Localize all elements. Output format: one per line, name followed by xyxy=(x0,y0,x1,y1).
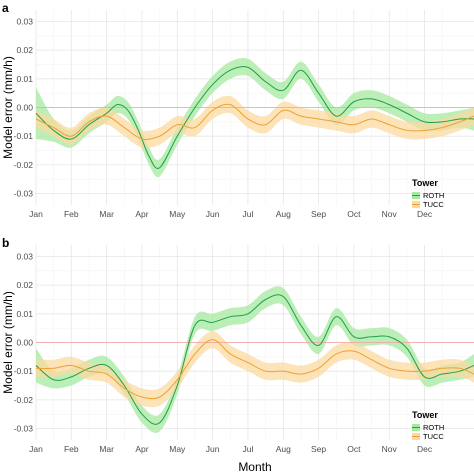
x-tick-label: May xyxy=(169,444,186,454)
y-axis-label: Model error (mm/h) xyxy=(1,56,15,159)
x-tick-label: Aug xyxy=(276,209,291,219)
legend-label-tucc: TUCC xyxy=(423,432,444,441)
x-tick-label: Jul xyxy=(242,444,253,454)
confidence-band-tucc xyxy=(36,95,474,149)
confidence-band-roth xyxy=(36,286,474,433)
y-tick-label: 0.01 xyxy=(16,309,33,319)
x-tick-label: Sep xyxy=(311,444,326,454)
x-tick-label: Aug xyxy=(276,444,291,454)
y-tick-label: 0.03 xyxy=(16,16,33,26)
confidence-band-tucc xyxy=(36,331,474,408)
series-line-tucc xyxy=(35,103,474,141)
legend-label-roth: ROTH xyxy=(423,191,444,200)
x-tick-label: Mar xyxy=(99,444,114,454)
x-tick-label: Jul xyxy=(242,209,253,219)
y-tick-label: -0.02 xyxy=(14,395,34,405)
series-line-roth xyxy=(35,66,474,169)
x-tick-label: Feb xyxy=(64,209,79,219)
x-tick-label: Jun xyxy=(206,444,220,454)
x-tick-label: Feb xyxy=(64,444,79,454)
x-axis-label: Month xyxy=(238,460,271,474)
x-tick-label: Nov xyxy=(382,444,398,454)
x-tick-label: Dec xyxy=(417,209,433,219)
panel-a: -0.03 -0.02 -0.01 0.00 0.01 0.02 0.03 Jan Feb Mar… xyxy=(1,1,474,219)
y-axis-label: Model error (mm/h) xyxy=(1,291,15,394)
y-tick-label: 0.02 xyxy=(16,280,33,290)
x-tick-label: Nov xyxy=(382,209,398,219)
x-tick-label: Apr xyxy=(135,209,148,219)
legend-title: Tower xyxy=(412,410,438,420)
y-tick-label: -0.01 xyxy=(14,366,34,376)
y-tick-label: 0.00 xyxy=(16,338,33,348)
x-tick-label: May xyxy=(169,209,186,219)
y-tick-label: 0.01 xyxy=(16,74,33,84)
panel-label: a xyxy=(2,1,9,15)
y-tick-label: -0.03 xyxy=(14,189,34,199)
y-tick-label: -0.02 xyxy=(14,160,34,170)
x-tick-label: Dec xyxy=(417,444,433,454)
legend-label-roth: ROTH xyxy=(423,423,444,432)
panel-label: b xyxy=(2,236,9,250)
x-tick-label: Jun xyxy=(206,209,220,219)
legend-label-tucc: TUCC xyxy=(423,200,444,209)
x-tick-label: Sep xyxy=(311,209,326,219)
y-tick-label: 0.03 xyxy=(16,251,33,261)
series-line-roth xyxy=(35,294,474,425)
legend-title: Tower xyxy=(412,178,438,188)
series-line-tucc xyxy=(35,339,474,400)
x-tick-label: Jan xyxy=(29,444,43,454)
x-tick-label: Mar xyxy=(99,209,114,219)
y-tick-label: -0.01 xyxy=(14,131,34,141)
y-tick-label: 0.00 xyxy=(16,103,33,113)
x-tick-label: Oct xyxy=(347,444,361,454)
y-tick-label: -0.03 xyxy=(14,424,34,434)
x-tick-label: Apr xyxy=(135,444,148,454)
panel-b: -0.03 -0.02 -0.01 0.00 0.01 0.02 0.03 Jan Feb Mar… xyxy=(1,236,474,474)
x-tick-label: Oct xyxy=(347,209,361,219)
y-tick-label: 0.02 xyxy=(16,45,33,55)
x-tick-label: Jan xyxy=(29,209,43,219)
